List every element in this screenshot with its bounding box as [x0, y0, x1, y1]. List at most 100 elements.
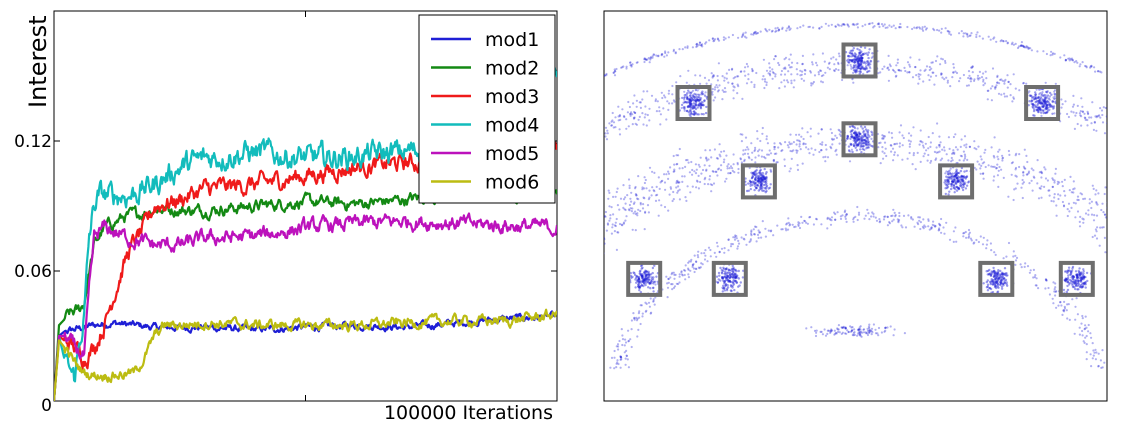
scatter-point — [691, 263, 694, 266]
scatter-point — [1009, 94, 1012, 97]
scatter-point — [788, 170, 791, 173]
scatter-point — [785, 29, 788, 32]
scatter-point — [893, 153, 896, 156]
scatter-point — [691, 168, 694, 172]
scatter-point — [1051, 99, 1054, 103]
scatter-point — [710, 190, 713, 193]
scatter-point — [881, 134, 884, 137]
scatter-point — [775, 161, 778, 164]
scatter-point — [989, 242, 993, 245]
scatter-point — [927, 225, 930, 228]
scatter-point — [790, 142, 793, 145]
scatter-point — [913, 225, 916, 228]
scatter-point — [832, 138, 836, 141]
scatter-point — [760, 236, 763, 239]
scatter-point — [577, 280, 579, 282]
scatter-point — [1015, 152, 1018, 155]
scatter-point — [1063, 178, 1066, 181]
scatter-point — [624, 219, 627, 222]
scatter-point — [597, 124, 599, 126]
scatter-point — [696, 103, 700, 107]
scatter-point — [660, 180, 663, 183]
scatter-point — [910, 216, 913, 219]
scatter-point — [1034, 95, 1037, 98]
scatter-point — [581, 88, 583, 90]
scatter-point — [671, 84, 674, 88]
scatter-point — [1101, 349, 1104, 352]
scatter-point — [1099, 107, 1102, 110]
scatter-point — [1055, 214, 1058, 217]
scatter-point — [656, 193, 659, 196]
scatter-point — [599, 249, 601, 251]
scatter-point — [979, 235, 982, 238]
scatter-point — [864, 68, 867, 71]
scatter-point — [635, 316, 638, 319]
scatter-point — [797, 139, 800, 142]
scatter-point — [697, 163, 700, 166]
scatter-point — [1031, 102, 1035, 106]
scatter-point — [764, 157, 767, 160]
scatter-point — [1092, 354, 1095, 357]
scatter-point — [934, 158, 937, 161]
scatter-point — [835, 136, 839, 139]
scatter-point — [569, 282, 571, 284]
scatter-point — [1040, 97, 1043, 100]
scatter-point — [984, 70, 987, 73]
scatter-point — [700, 93, 703, 96]
scatter-point — [683, 90, 686, 93]
scatter-point — [693, 95, 696, 99]
scatter-point — [785, 229, 788, 232]
scatter-point — [914, 66, 917, 69]
scatter-point — [694, 100, 698, 103]
scatter-point — [669, 276, 672, 279]
scatter-point — [816, 64, 819, 67]
scatter-point — [687, 105, 690, 108]
scatter-point — [657, 214, 660, 217]
scatter-point — [1030, 49, 1033, 52]
scatter-point — [1045, 111, 1049, 114]
scatter-point — [705, 157, 708, 160]
scatter-point — [1068, 57, 1071, 60]
scatter-point — [765, 83, 768, 87]
scatter-point — [990, 165, 993, 168]
scatter-point — [1006, 86, 1009, 89]
scatter-point — [627, 208, 631, 211]
scatter-point — [693, 170, 696, 173]
scatter-point — [968, 235, 971, 238]
scatter-point — [596, 120, 598, 122]
scatter-point — [604, 226, 605, 229]
scatter-point — [601, 116, 603, 118]
scatter-point — [744, 74, 747, 77]
scatter-point — [648, 107, 651, 110]
scatter-point — [926, 159, 929, 162]
scatter-point — [707, 158, 710, 161]
scatter-point — [962, 159, 965, 162]
scatter-point — [1119, 246, 1121, 248]
scatter-point — [729, 172, 732, 175]
scatter-point — [811, 82, 814, 85]
scatter-point — [689, 102, 692, 105]
scatter-point — [1007, 241, 1011, 245]
scatter-point — [880, 23, 884, 26]
scatter-point — [701, 90, 704, 93]
scatter-point — [698, 99, 701, 103]
scatter-point — [890, 150, 893, 153]
scatter-point — [945, 221, 948, 224]
scatter-point — [1095, 189, 1098, 192]
scatter-point — [1079, 63, 1082, 66]
scatter-point — [1069, 175, 1072, 178]
scatter-point — [664, 96, 667, 99]
scatter-point — [839, 217, 843, 220]
scatter-point — [938, 29, 941, 32]
scatter-point — [1126, 80, 1128, 82]
scatter-point — [641, 315, 644, 318]
scatter-point — [559, 262, 561, 264]
scatter-point — [1061, 185, 1064, 188]
scatter-point — [857, 62, 861, 66]
scatter-point — [1082, 197, 1085, 201]
scatter-point — [644, 113, 647, 116]
scatter-point — [619, 366, 622, 369]
scatter-point — [680, 271, 683, 274]
scatter-point — [939, 224, 942, 227]
scatter-point — [854, 60, 857, 63]
